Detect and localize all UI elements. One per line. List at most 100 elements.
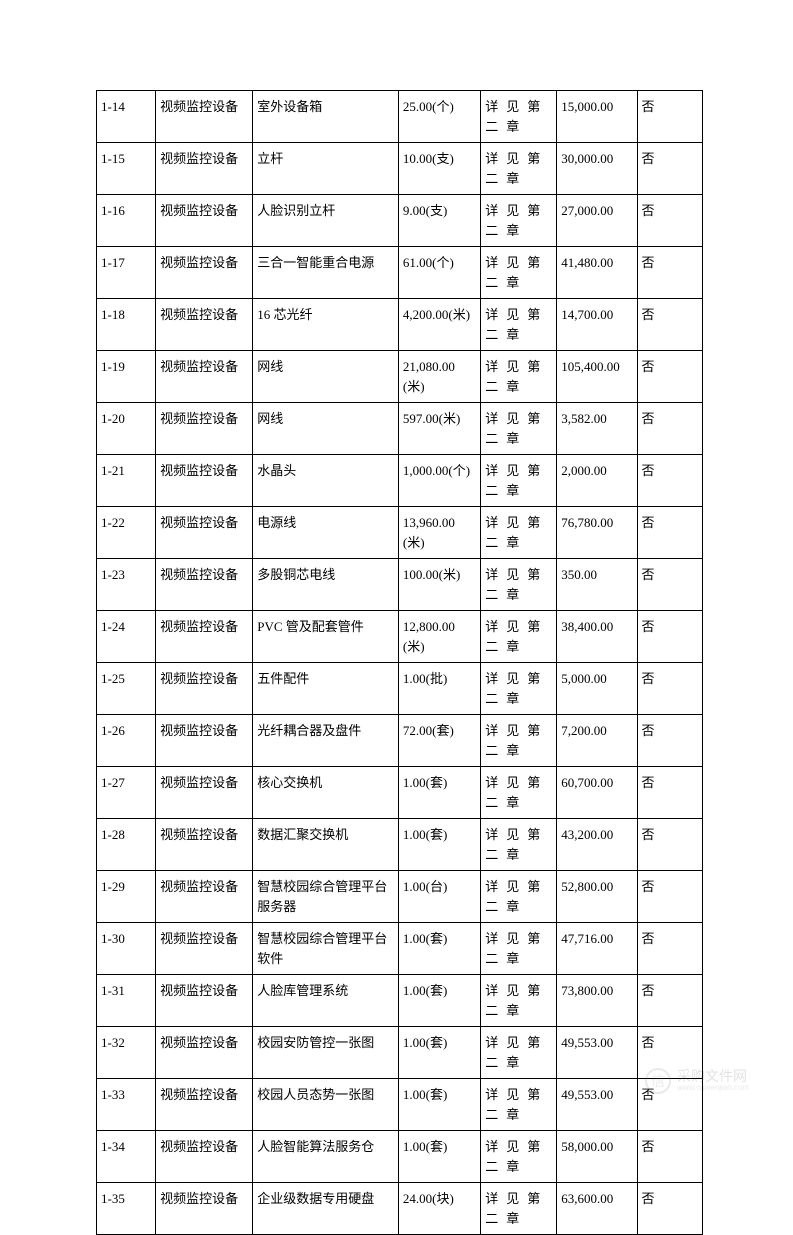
table-cell: 否: [637, 819, 703, 871]
table-row: 1-15视频监控设备立杆10.00(支)详见第二章30,000.00否: [97, 143, 703, 195]
table-row: 1-27视频监控设备核心交换机1.00(套)详见第二章60,700.00否: [97, 767, 703, 819]
table-cell: 1-28: [97, 819, 156, 871]
table-cell: 核心交换机: [253, 767, 399, 819]
table-cell: 47,716.00: [557, 923, 637, 975]
table-row: 1-29视频监控设备智慧校园综合管理平台服务器1.00(台)详见第二章52,80…: [97, 871, 703, 923]
table-cell: 72.00(套): [398, 715, 480, 767]
table-cell: 视频监控设备: [156, 767, 253, 819]
table-cell: 视频监控设备: [156, 455, 253, 507]
table-cell: 58,000.00: [557, 1131, 637, 1183]
table-cell: 1-27: [97, 767, 156, 819]
table-cell: 光纤耦合器及盘件: [253, 715, 399, 767]
table-cell: 1.00(套): [398, 975, 480, 1027]
table-cell: 视频监控设备: [156, 507, 253, 559]
table-row: 1-31视频监控设备人脸库管理系统1.00(套)详见第二章73,800.00否: [97, 975, 703, 1027]
table-cell: 16 芯光纤: [253, 299, 399, 351]
table-cell: 9.00(支): [398, 195, 480, 247]
table-cell: 详见第二章: [481, 351, 557, 403]
table-cell: 否: [637, 403, 703, 455]
table-cell: 7,200.00: [557, 715, 637, 767]
table-cell: 1-16: [97, 195, 156, 247]
table-cell: 否: [637, 455, 703, 507]
table-cell: 否: [637, 247, 703, 299]
table-cell: 数据汇聚交换机: [253, 819, 399, 871]
table-cell: 人脸库管理系统: [253, 975, 399, 1027]
table-cell: 1-35: [97, 1183, 156, 1235]
table-cell: 1-19: [97, 351, 156, 403]
table-cell: 视频监控设备: [156, 299, 253, 351]
table-cell: 人脸智能算法服务仓: [253, 1131, 399, 1183]
table-cell: 详见第二章: [481, 819, 557, 871]
table-cell: 详见第二章: [481, 455, 557, 507]
table-cell: 室外设备箱: [253, 91, 399, 143]
table-cell: 5,000.00: [557, 663, 637, 715]
table-cell: 视频监控设备: [156, 1027, 253, 1079]
table-cell: 1-29: [97, 871, 156, 923]
table-cell: 100.00(米): [398, 559, 480, 611]
table-cell: 1-22: [97, 507, 156, 559]
table-cell: 否: [637, 611, 703, 663]
table-cell: 视频监控设备: [156, 351, 253, 403]
table-cell: 电源线: [253, 507, 399, 559]
table-cell: 14,700.00: [557, 299, 637, 351]
table-row: 1-34视频监控设备人脸智能算法服务仓1.00(套)详见第二章58,000.00…: [97, 1131, 703, 1183]
table-row: 1-32视频监控设备校园安防管控一张图1.00(套)详见第二章49,553.00…: [97, 1027, 703, 1079]
table-cell: 1.00(套): [398, 1027, 480, 1079]
table-cell: 63,600.00: [557, 1183, 637, 1235]
table-cell: 否: [637, 195, 703, 247]
table-cell: 校园安防管控一张图: [253, 1027, 399, 1079]
table-cell: 52,800.00: [557, 871, 637, 923]
table-cell: 73,800.00: [557, 975, 637, 1027]
table-cell: 视频监控设备: [156, 403, 253, 455]
table-cell: 10.00(支): [398, 143, 480, 195]
table-cell: 视频监控设备: [156, 975, 253, 1027]
table-cell: 1.00(套): [398, 923, 480, 975]
table-cell: 视频监控设备: [156, 663, 253, 715]
table-cell: 1.00(套): [398, 1079, 480, 1131]
table-cell: 350.00: [557, 559, 637, 611]
table-cell: 1-21: [97, 455, 156, 507]
table-cell: 4,200.00(米): [398, 299, 480, 351]
table-cell: 详见第二章: [481, 91, 557, 143]
table-cell: 1-23: [97, 559, 156, 611]
table-cell: 1-17: [97, 247, 156, 299]
table-row: 1-28视频监控设备数据汇聚交换机1.00(套)详见第二章43,200.00否: [97, 819, 703, 871]
table-cell: 1.00(套): [398, 767, 480, 819]
table-cell: 详见第二章: [481, 247, 557, 299]
table-cell: 详见第二章: [481, 1131, 557, 1183]
table-cell: 详见第二章: [481, 403, 557, 455]
table-row: 1-19视频监控设备网线21,080.00(米)详见第二章105,400.00否: [97, 351, 703, 403]
table-cell: 视频监控设备: [156, 559, 253, 611]
table-cell: 视频监控设备: [156, 1131, 253, 1183]
table-cell: 1,000.00(个): [398, 455, 480, 507]
table-cell: 否: [637, 507, 703, 559]
table-cell: 人脸识别立杆: [253, 195, 399, 247]
table-cell: 24.00(块): [398, 1183, 480, 1235]
table-cell: 视频监控设备: [156, 871, 253, 923]
table-row: 1-25视频监控设备五件配件1.00(批)详见第二章5,000.00否: [97, 663, 703, 715]
table-row: 1-33视频监控设备校园人员态势一张图1.00(套)详见第二章49,553.00…: [97, 1079, 703, 1131]
table-cell: 详见第二章: [481, 1079, 557, 1131]
table-cell: 否: [637, 1183, 703, 1235]
table-cell: 否: [637, 299, 703, 351]
watermark-icon: 信: [645, 1068, 671, 1094]
table-row: 1-20视频监控设备网线597.00(米)详见第二章3,582.00否: [97, 403, 703, 455]
table-cell: 1-24: [97, 611, 156, 663]
table-cell: 1-26: [97, 715, 156, 767]
table-row: 1-23视频监控设备多股铜芯电线100.00(米)详见第二章350.00否: [97, 559, 703, 611]
table-cell: 1-34: [97, 1131, 156, 1183]
table-cell: 38,400.00: [557, 611, 637, 663]
table-row: 1-17视频监控设备三合一智能重合电源61.00(个)详见第二章41,480.0…: [97, 247, 703, 299]
table-cell: 网线: [253, 351, 399, 403]
table-cell: 否: [637, 91, 703, 143]
table-cell: 视频监控设备: [156, 923, 253, 975]
table-cell: 详见第二章: [481, 1027, 557, 1079]
watermark: 信 采购文件网 www.cgwenjian.com: [645, 1068, 749, 1094]
table-cell: 61.00(个): [398, 247, 480, 299]
table-row: 1-35视频监控设备企业级数据专用硬盘24.00(块)详见第二章63,600.0…: [97, 1183, 703, 1235]
table-cell: 21,080.00(米): [398, 351, 480, 403]
table-cell: 视频监控设备: [156, 819, 253, 871]
table-row: 1-16视频监控设备人脸识别立杆9.00(支)详见第二章27,000.00否: [97, 195, 703, 247]
table-cell: 详见第二章: [481, 663, 557, 715]
table-cell: 30,000.00: [557, 143, 637, 195]
